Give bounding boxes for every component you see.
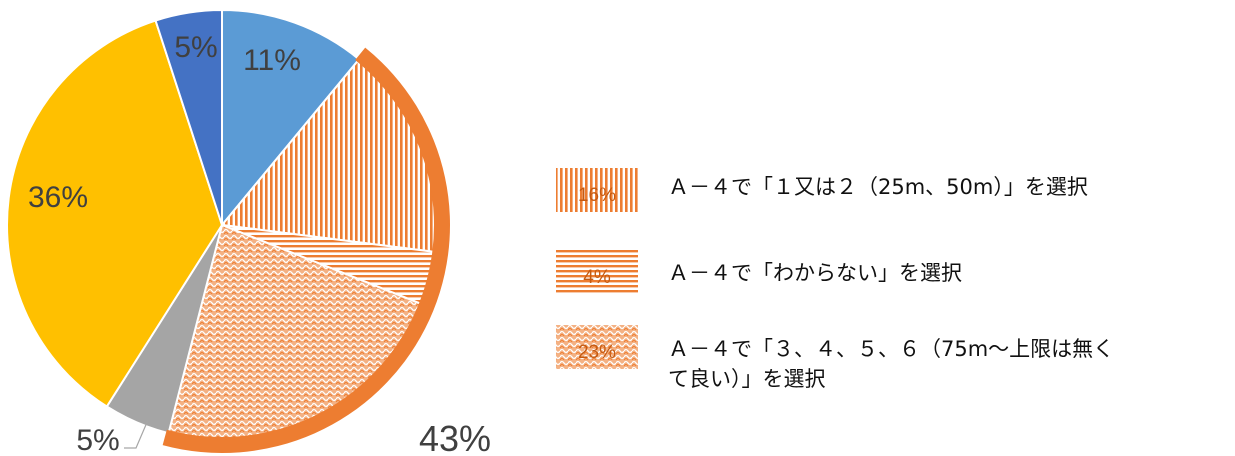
legend-text-2: Ａ－４で「わからない」を選択	[668, 261, 962, 285]
legend-text-1: Ａ－４で「１又は２（25m、50m）」を選択	[668, 175, 1088, 199]
slice-label-6: 36%	[28, 181, 88, 214]
legend-swatch-1	[556, 168, 638, 212]
pie-slice-1	[221, 8, 361, 228]
legend-pct-3: 23%	[578, 342, 616, 363]
slice-label-7: 5%	[174, 31, 217, 64]
slice-label-1: 11%	[243, 44, 301, 77]
group-label: 43%	[419, 418, 491, 456]
legend-swatch-2	[556, 250, 638, 294]
legend-pct-1: 16%	[578, 185, 616, 206]
slice-label-5: 5%	[76, 424, 119, 456]
legend-text-3-line-1: Ａ－４で「３、４、５、６（75m～上限は無く	[668, 337, 1114, 361]
legend-swatch-3	[556, 325, 638, 369]
pie-labels: 11% 36% 5% 5% 43%	[28, 31, 491, 456]
pie-slice-7	[154, 8, 223, 226]
legend-text-3-line-2: て良い）」を選択	[668, 367, 826, 391]
pie-group	[6, 8, 450, 453]
pie-slice-6	[6, 19, 224, 408]
legend-pct-2: 4%	[583, 267, 611, 288]
legend: 16% Ａ－４で「１又は２（25m、50m）」を選択 4% Ａ－４で「わからない」を選…	[556, 168, 1114, 391]
leader-line	[124, 419, 149, 449]
